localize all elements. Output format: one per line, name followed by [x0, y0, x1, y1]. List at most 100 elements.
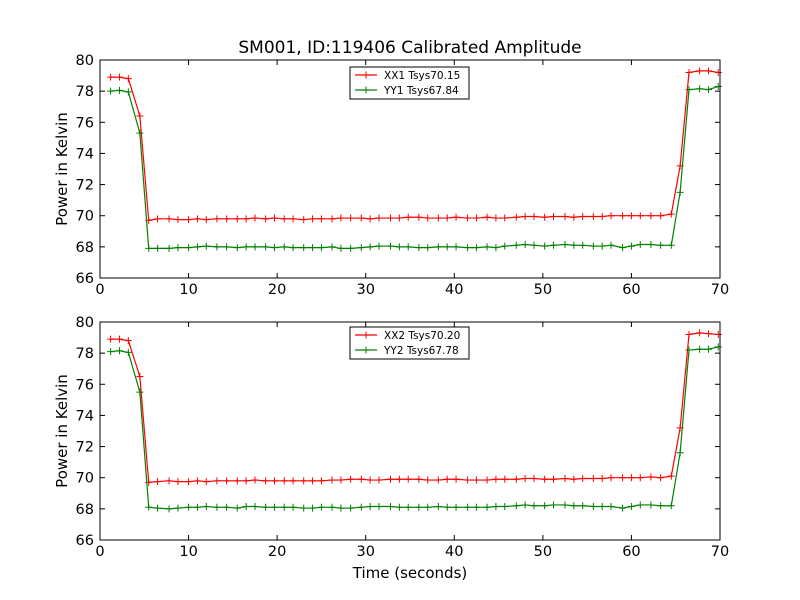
y-tick-label: 76 — [76, 115, 94, 131]
data-point — [136, 129, 144, 137]
data-point — [366, 215, 374, 223]
data-point — [193, 215, 201, 223]
data-point — [262, 215, 270, 223]
data-point — [579, 502, 587, 510]
x-tick-label: 40 — [445, 282, 463, 298]
data-point — [193, 503, 201, 511]
data-point — [366, 503, 374, 511]
data-point — [136, 373, 144, 380]
data-point — [415, 475, 423, 483]
data-point — [636, 474, 644, 482]
x-tick-label: 60 — [622, 544, 640, 560]
data-point — [165, 215, 173, 223]
data-point — [561, 241, 569, 249]
data-point — [213, 503, 221, 511]
data-point — [262, 243, 270, 251]
data-point — [213, 215, 221, 223]
data-point — [541, 242, 549, 250]
x-tick-label: 0 — [95, 544, 104, 560]
y-tick-label: 70 — [76, 471, 94, 487]
data-point — [676, 188, 684, 196]
x-tick-label: 40 — [445, 544, 463, 560]
data-point — [404, 503, 412, 511]
data-point — [174, 244, 182, 252]
data-point — [424, 214, 432, 222]
data-point — [714, 68, 722, 76]
data-point — [347, 504, 355, 512]
data-point — [512, 241, 520, 249]
data-point — [337, 504, 345, 512]
data-point — [242, 243, 250, 251]
legend-2: XX2 Tsys70.20 YY2 Tsys67.78 — [349, 326, 470, 360]
data-point — [549, 501, 557, 509]
data-point — [317, 477, 325, 485]
data-point — [434, 476, 442, 484]
data-point — [512, 502, 520, 510]
data-point — [309, 215, 317, 223]
data-point — [317, 244, 325, 252]
data-point — [561, 212, 569, 220]
data-point — [107, 348, 115, 356]
data-point — [464, 476, 472, 484]
data-point — [317, 503, 325, 511]
data-point — [185, 216, 193, 224]
data-point — [395, 503, 403, 511]
x-axis-label: Time (seconds) — [352, 564, 468, 582]
data-point — [202, 216, 210, 224]
legend-marker — [362, 71, 370, 79]
y-tick-label: 68 — [76, 240, 94, 256]
data-point — [242, 215, 250, 223]
data-point — [607, 241, 615, 249]
data-point — [685, 330, 693, 338]
data-point — [492, 244, 500, 252]
data-point — [685, 68, 693, 76]
data-point — [549, 241, 557, 249]
data-point — [280, 503, 288, 511]
data-point — [647, 241, 655, 249]
y-tick-label: 76 — [76, 377, 94, 393]
data-point — [541, 475, 549, 483]
data-point — [657, 502, 665, 510]
data-point — [375, 242, 383, 250]
data-point — [636, 241, 644, 249]
data-point — [619, 504, 627, 512]
legend-marker — [362, 346, 370, 354]
data-point — [357, 503, 365, 511]
y-tick-label: 80 — [76, 315, 94, 331]
data-point — [501, 503, 509, 511]
data-point — [124, 348, 132, 356]
data-point — [443, 214, 451, 222]
data-point — [607, 212, 615, 220]
data-point — [512, 213, 520, 221]
y-tick-label: 78 — [76, 84, 94, 100]
data-point — [289, 244, 297, 252]
data-point — [251, 243, 259, 251]
series-line-2-1 — [110, 332, 719, 484]
data-point — [395, 243, 403, 251]
data-point — [202, 242, 210, 250]
data-point — [619, 474, 627, 482]
data-point — [387, 242, 395, 250]
data-point — [704, 67, 712, 75]
data-point — [174, 216, 182, 224]
data-point — [115, 86, 123, 94]
data-point — [598, 474, 606, 482]
data-point — [627, 503, 635, 511]
series-line-1-1 — [110, 70, 719, 222]
data-point — [404, 213, 412, 221]
data-point — [570, 502, 578, 510]
data-point — [124, 88, 132, 96]
data-point — [357, 244, 365, 252]
data-point — [598, 503, 606, 511]
data-point — [375, 503, 383, 511]
data-point — [685, 346, 693, 354]
data-point — [289, 477, 297, 485]
data-point — [530, 502, 538, 510]
legend-box — [349, 326, 470, 360]
series-markers-2-2 — [107, 343, 722, 513]
data-point — [251, 214, 259, 222]
data-point — [501, 475, 509, 483]
data-point — [280, 477, 288, 485]
data-point — [667, 502, 675, 510]
